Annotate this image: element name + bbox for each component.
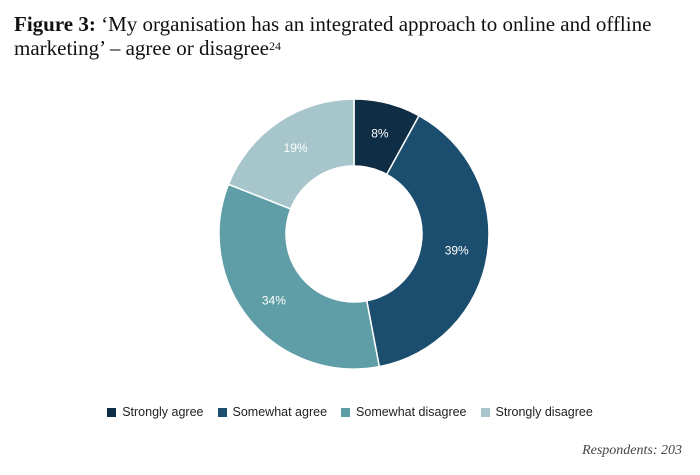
legend-item-strongly-agree: Strongly agree: [107, 405, 204, 419]
legend-swatch: [217, 407, 227, 417]
legend-label: Somewhat agree: [232, 405, 328, 419]
legend-swatch: [107, 407, 117, 417]
respondents-note: Respondents: 203: [582, 443, 682, 458]
chart-legend: Strongly agree Somewhat agree Somewhat dis…: [0, 405, 700, 419]
data-label-strongly-disagree: 19%: [284, 141, 308, 155]
legend-item-somewhat-disagree: Somewhat disagree: [341, 405, 467, 419]
chart-title: Figure 3: ‘My organisation has an integr…: [14, 12, 674, 60]
data-label-somewhat-agree: 39%: [445, 243, 469, 257]
legend-item-strongly-disagree: Strongly disagree: [480, 405, 593, 419]
figure-number: Figure 3:: [14, 12, 96, 36]
legend-label: Strongly agree: [122, 405, 204, 419]
legend-swatch: [480, 407, 490, 417]
legend-label: Somewhat disagree: [356, 405, 467, 419]
donut-slice-strongly-disagree: [227, 98, 355, 210]
legend-swatch: [341, 407, 351, 417]
legend-item-somewhat-agree: Somewhat agree: [217, 405, 328, 419]
data-label-strongly-agree: 8%: [371, 126, 389, 140]
donut-slice-somewhat-disagree: [218, 183, 381, 370]
footnote-ref: 24: [268, 39, 281, 53]
data-label-somewhat-disagree: 34%: [262, 293, 286, 307]
donut-chart: 8% 39% 34% 19%: [218, 98, 490, 370]
donut-slice-somewhat-agree: [365, 114, 490, 368]
legend-label: Strongly disagree: [495, 405, 593, 419]
title-text: ‘My organisation has an integrated appro…: [14, 12, 652, 60]
